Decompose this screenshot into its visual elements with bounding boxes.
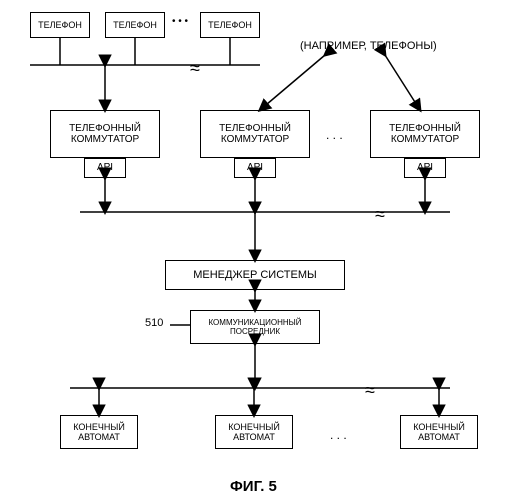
fsm-dots: . . .	[330, 428, 347, 442]
api-label: API	[417, 162, 433, 174]
switch-box-2: ТЕЛЕФОННЫЙ КОММУТАТОР	[200, 110, 310, 158]
api-label: API	[247, 162, 263, 174]
phone-label: ТЕЛЕФОН	[113, 20, 157, 30]
approx-mark: ≈	[375, 204, 385, 225]
api-label: API	[97, 162, 113, 174]
api-box-3: API	[404, 158, 446, 178]
broker-box: КОММУНИКАЦИОННЫЙ ПОСРЕДНИК	[190, 310, 320, 344]
fsm-label: КОНЕЧНЫЙ АВТОМАТ	[228, 422, 280, 443]
approx-mark: ≈	[365, 380, 375, 401]
phone-label: ТЕЛЕФОН	[208, 20, 252, 30]
fsm-label: КОНЕЧНЫЙ АВТОМАТ	[413, 422, 465, 443]
fsm-box-3: КОНЕЧНЫЙ АВТОМАТ	[400, 415, 478, 449]
manager-box: МЕНЕДЖЕР СИСТЕМЫ	[165, 260, 345, 290]
fsm-box-1: КОНЕЧНЫЙ АВТОМАТ	[60, 415, 138, 449]
approx-mark: ≈	[190, 58, 200, 79]
broker-ref: 510	[145, 317, 163, 329]
switch-label: ТЕЛЕФОННЫЙ КОММУТАТОР	[219, 123, 291, 146]
broker-label: КОММУНИКАЦИОННЫЙ ПОСРЕДНИК	[208, 318, 301, 336]
api-box-2: API	[234, 158, 276, 178]
phone-box-2: ТЕЛЕФОН	[105, 12, 165, 38]
fsm-box-2: КОНЕЧНЫЙ АВТОМАТ	[215, 415, 293, 449]
switch-box-3: ТЕЛЕФОННЫЙ КОММУТАТОР	[370, 110, 480, 158]
manager-label: МЕНЕДЖЕР СИСТЕМЫ	[193, 269, 317, 282]
phone-box-3: ТЕЛЕФОН	[200, 12, 260, 38]
phones-dots: • • •	[172, 16, 188, 27]
fsm-label: КОНЕЧНЫЙ АВТОМАТ	[73, 422, 125, 443]
phones-note: (НАПРИМЕР, ТЕЛЕФОНЫ)	[300, 40, 437, 52]
switch-label: ТЕЛЕФОННЫЙ КОММУТАТОР	[69, 123, 141, 146]
api-box-1: API	[84, 158, 126, 178]
switch-box-1: ТЕЛЕФОННЫЙ КОММУТАТОР	[50, 110, 160, 158]
phone-label: ТЕЛЕФОН	[38, 20, 82, 30]
figure-caption: ФИГ. 5	[230, 478, 277, 495]
switch-dots: . . .	[326, 128, 343, 142]
switch-label: ТЕЛЕФОННЫЙ КОММУТАТОР	[389, 123, 461, 146]
phone-box-1: ТЕЛЕФОН	[30, 12, 90, 38]
